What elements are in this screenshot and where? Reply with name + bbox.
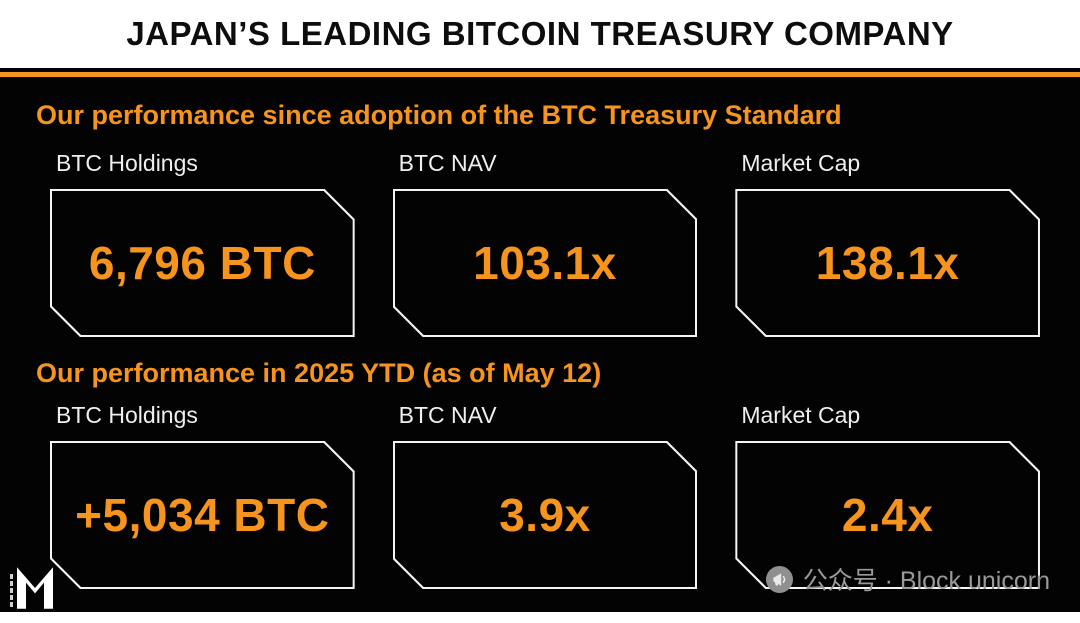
- banner-gap: [0, 68, 1080, 72]
- metric-card: +5,034 BTC: [50, 441, 355, 589]
- page-title: JAPAN’S LEADING BITCOIN TREASURY COMPANY: [126, 15, 954, 52]
- metric-label: BTC Holdings: [56, 402, 198, 428]
- metric-card: 2.4x: [735, 441, 1040, 589]
- watermark: 公众号 · Block unicorn: [765, 561, 1050, 597]
- metrics-row-1: BTC Holdings 6,796 BTC BTC NAV 103.1x Ma…: [0, 132, 1080, 337]
- metaplanet-logo: [10, 567, 53, 609]
- metric-card-inner: +5,034 BTC: [52, 443, 353, 587]
- metric-value: 6,796 BTC: [88, 237, 316, 289]
- metric-card-inner: 138.1x: [737, 191, 1038, 335]
- metric-market-cap-1: Market Cap 138.1x: [735, 132, 1040, 337]
- metaplanet-m-logo-icon: [17, 567, 53, 609]
- metric-card: 6,796 BTC: [50, 189, 355, 337]
- metric-label: BTC NAV: [398, 150, 497, 176]
- metric-label: BTC NAV: [398, 402, 497, 428]
- metric-btc-nav-2: BTC NAV 3.9x: [393, 390, 698, 589]
- metric-label: Market Cap: [741, 402, 861, 428]
- metric-value: 2.4x: [841, 489, 934, 541]
- section-treasury-standard: Our performance since adoption of the BT…: [0, 99, 1080, 337]
- metric-value: 103.1x: [473, 237, 617, 289]
- logo-side-marks: [10, 574, 13, 609]
- metric-value: 3.9x: [499, 489, 591, 541]
- megaphone-icon: [765, 565, 793, 593]
- bottom-white-strip: [0, 612, 1080, 623]
- metric-btc-holdings-2: BTC Holdings +5,034 BTC: [50, 390, 355, 589]
- metric-label: Market Cap: [741, 150, 861, 176]
- metric-btc-nav-1: BTC NAV 103.1x: [393, 132, 698, 337]
- metric-card-inner: 6,796 BTC: [52, 191, 353, 335]
- metric-btc-holdings-1: BTC Holdings 6,796 BTC: [50, 132, 355, 337]
- metric-card-inner: 103.1x: [395, 191, 696, 335]
- metric-card: 3.9x: [393, 441, 698, 589]
- metric-market-cap-2: Market Cap 2.4x: [735, 390, 1040, 589]
- metric-card-inner: 3.9x: [395, 443, 696, 587]
- metrics-row-2: BTC Holdings +5,034 BTC BTC NAV 3.9x Mar…: [0, 390, 1080, 589]
- watermark-text: 公众号 · Block unicorn: [802, 567, 1050, 595]
- metric-label: BTC Holdings: [56, 150, 198, 176]
- metric-card-inner: 2.4x: [737, 443, 1038, 587]
- title-banner: JAPAN’S LEADING BITCOIN TREASURY COMPANY: [0, 0, 1080, 68]
- metric-card: 103.1x: [393, 189, 698, 337]
- section-heading-2025-ytd: Our performance in 2025 YTD (as of May 1…: [36, 358, 602, 388]
- metric-value: 138.1x: [815, 237, 960, 289]
- section-2025-ytd: Our performance in 2025 YTD (as of May 1…: [0, 357, 1080, 589]
- metric-card: 138.1x: [735, 189, 1040, 337]
- metric-value: +5,034 BTC: [75, 489, 330, 541]
- section-heading-treasury-standard: Our performance since adoption of the BT…: [36, 100, 842, 130]
- orange-divider: [0, 72, 1080, 77]
